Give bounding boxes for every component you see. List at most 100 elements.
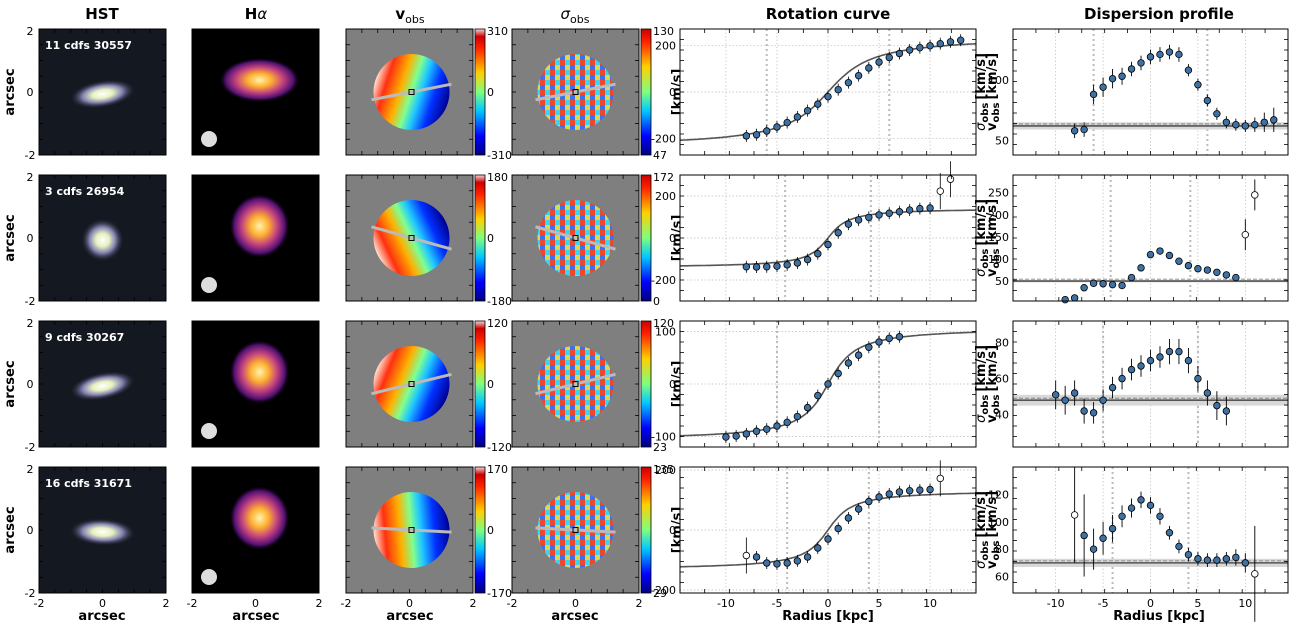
rotation-curve-ylabel: vobs [km/s]	[985, 53, 1002, 131]
ylabel-main: v	[985, 268, 1000, 277]
hst-galaxy-image	[68, 79, 137, 109]
rotation-curve-point	[854, 505, 863, 513]
velocity-colorbar-max: 180	[487, 171, 508, 184]
ylabel-sub: obs	[991, 541, 1002, 561]
rotation-curve-point	[885, 53, 893, 62]
dispersion-point	[1099, 534, 1107, 542]
dispersion-point	[1089, 279, 1098, 288]
dispersion-point	[1070, 389, 1079, 397]
xlabel-hst: arcsec	[78, 609, 125, 624]
header-vobs: vobs	[395, 5, 424, 26]
velocity-colorbar-max: 310	[487, 25, 508, 38]
velocity-colorbar-max: 120	[487, 317, 508, 330]
ylabel-sub: obs	[980, 249, 991, 269]
kinematic-axis-line	[371, 372, 452, 396]
velocity-colorbar-zero: 0	[487, 524, 494, 537]
galaxy-id-label: 11 cdfs 30557	[45, 39, 132, 52]
velocity-colorbar-max: 170	[487, 463, 508, 476]
velocity-colorbar-min: -170	[487, 587, 512, 600]
header-halpha-alpha: α	[257, 5, 267, 23]
dispersion-point	[1118, 512, 1126, 521]
rotation-curve-point	[824, 535, 832, 543]
psf-beam	[201, 569, 217, 585]
hst-panel: 11 cdfs 30557 2 0 -2 arcsec	[3, 25, 167, 162]
psf-beam	[201, 423, 217, 439]
galaxy-id-label: 16 cdfs 31671	[45, 477, 132, 490]
hst-ytick-bottom: -2	[25, 587, 36, 600]
halpha-emission	[219, 58, 300, 102]
dispersion-point	[1070, 127, 1079, 135]
dispersion-point	[1146, 501, 1155, 510]
dispersion-point	[1194, 374, 1202, 383]
dispersion-ytick: 60	[995, 571, 1009, 584]
rotation-curve-point	[793, 412, 802, 421]
xlabel-radius-disp: Radius [kpc]	[1113, 609, 1205, 624]
dispersion-point	[1118, 281, 1126, 290]
dispersion-point	[1194, 81, 1202, 89]
map-xtick: 0	[572, 597, 579, 610]
psf-beam	[201, 277, 217, 293]
ylabel-main: σ	[974, 268, 989, 277]
rotation-curve-open-point	[946, 175, 955, 183]
dispersion-point	[1156, 512, 1164, 521]
rotation-curve-ytick: -200	[651, 274, 676, 287]
velocity-colorbar	[474, 174, 486, 302]
dispersion-colorbar	[640, 466, 652, 594]
dispersion-point	[1222, 118, 1231, 126]
rotation-curve-point	[895, 208, 904, 216]
rotation-curve-point	[742, 430, 751, 438]
kinematic-axis-line	[535, 82, 616, 102]
rotation-curve-open-point	[936, 474, 944, 483]
dispersion-colorbar-max: 130	[653, 25, 674, 38]
dispersion-point	[1108, 383, 1117, 392]
kinematic-axis-line	[535, 526, 616, 534]
hst-galaxy-image	[68, 517, 137, 547]
dispersion-point	[1203, 556, 1212, 564]
header-halpha-h: H	[245, 5, 258, 23]
galaxy-row-2: 3 cdfs 26954 2 0 -2 arcsec 180 0 -180 172 0 [km/s]…	[3, 161, 1289, 308]
dispersion-point	[1175, 50, 1183, 59]
rotation-curve-point	[844, 78, 853, 87]
kinematic-center-marker	[408, 381, 415, 387]
rotation-curve-ylabel: vobs [km/s]	[985, 345, 1002, 423]
dispersion-point	[1061, 295, 1069, 304]
rotation-curve-ylabel: vobs [km/s]	[985, 491, 1002, 569]
rotation-curve-point	[885, 209, 893, 217]
rotation-curve-point	[936, 40, 944, 48]
rotation-curve-point	[946, 38, 955, 46]
dispersion-point	[1099, 396, 1107, 404]
rotation-curve-point	[783, 118, 791, 127]
hst-ylabel: arcsec	[3, 68, 18, 115]
rotation-curve-ytick: -200	[651, 133, 676, 146]
halpha-panel	[191, 28, 320, 156]
rotation-curve-point	[752, 130, 761, 139]
ylabel-unit: [km/s]	[985, 491, 1000, 538]
dispersion-point	[1146, 356, 1155, 365]
dispersion-open-point	[1241, 230, 1250, 239]
ylabel-sub: obs	[980, 541, 991, 561]
rotation-curve-point	[905, 487, 914, 495]
rotation-curve-ytick: 200	[655, 464, 676, 477]
rotation-curve-ylabel: vobs [km/s]	[985, 199, 1002, 277]
dispersion-point	[1165, 251, 1174, 260]
kinematic-center-marker	[572, 381, 579, 387]
rotation-curve-point	[916, 43, 924, 52]
dispersion-point	[1165, 48, 1174, 56]
dispersion-ylabel: σobs [km/s]	[974, 345, 991, 423]
rotation-curve-point	[834, 85, 842, 94]
rotation-curve-xtick: 5	[876, 597, 883, 610]
ylabel-main: v	[985, 560, 1000, 569]
rotation-curve-point	[926, 485, 934, 494]
ylabel-unit: [km/s]	[985, 199, 1000, 246]
dispersion-point	[1251, 121, 1259, 129]
rotation-curve-point	[793, 113, 802, 121]
rotation-curve-point	[854, 351, 863, 359]
velocity-colorbar-min: -180	[487, 295, 512, 308]
kinematic-center-marker	[572, 527, 579, 533]
dispersion-ytick: 80	[995, 337, 1009, 350]
galaxy-row-1: 11 cdfs 30557 2 0 -2 arcsec 310 0 -310 130 47 [km/…	[3, 25, 1289, 162]
header-halpha: Hα	[245, 5, 268, 23]
